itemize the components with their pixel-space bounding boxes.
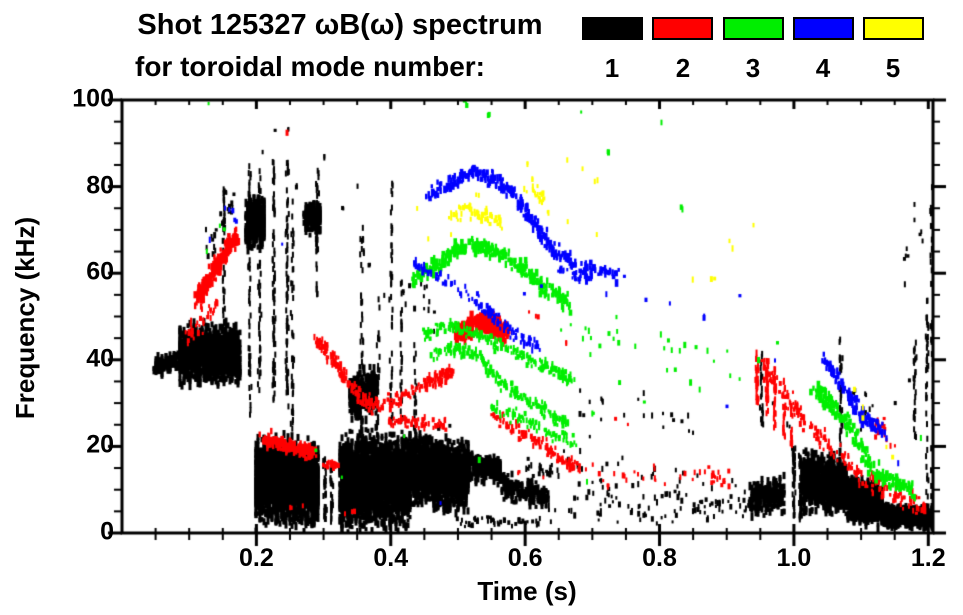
- x-tick-label: 1.2: [910, 544, 946, 572]
- y-tick-label: 0: [100, 517, 114, 546]
- x-tick-label: 0.4: [373, 544, 409, 572]
- x-tick-label: 1.0: [776, 544, 812, 572]
- y-tick-label: 40: [86, 344, 114, 373]
- y-tick-label: 80: [86, 170, 114, 199]
- y-tick-label: 20: [86, 430, 114, 459]
- x-tick-label: 0.6: [507, 544, 543, 572]
- x-tick-label: 0.8: [642, 544, 677, 572]
- x-tick-label: 0.2: [238, 544, 274, 572]
- y-tick-label: 100: [72, 84, 114, 113]
- x-axis-title: Time (s): [477, 576, 577, 606]
- y-tick-label: 60: [86, 257, 114, 286]
- y-axis-title: Frequency (kHz): [10, 216, 40, 420]
